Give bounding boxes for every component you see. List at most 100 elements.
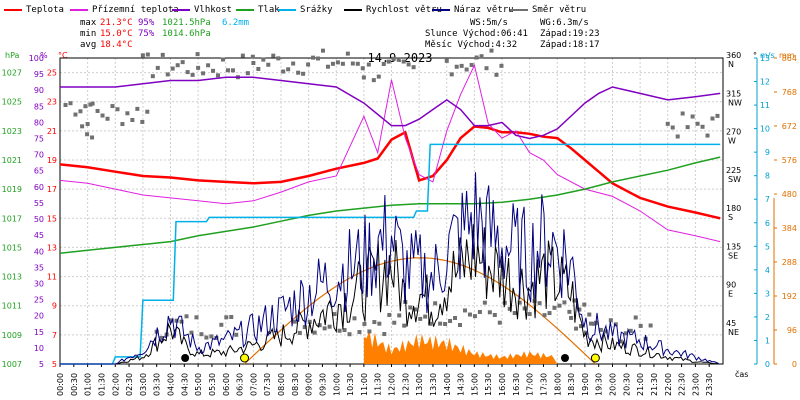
wind-direction-mark xyxy=(170,66,175,71)
sun-moon-markers xyxy=(181,353,600,363)
wind-direction-mark xyxy=(569,315,574,320)
wind-direction-mark xyxy=(411,65,416,70)
wind-direction-mark xyxy=(100,113,105,118)
percent-tick-label: 70 xyxy=(34,151,44,160)
ms-tick-label: 9 xyxy=(765,148,770,157)
wind-direction-mark xyxy=(392,320,397,325)
time-tick-label: 19:30 xyxy=(595,373,604,396)
time-tick-label: 12:30 xyxy=(401,373,410,396)
wind-direction-mark xyxy=(105,116,110,121)
wind-direction-mark xyxy=(357,330,362,335)
time-tick-label: 17:00 xyxy=(526,373,535,396)
wind-direction-mark xyxy=(68,101,73,106)
legend-item-smer-vetru: Směr větru xyxy=(510,5,586,15)
time-tick-label: 17:30 xyxy=(539,373,548,396)
wind-direction-mark xyxy=(256,66,261,71)
temp-tick-label: 23 xyxy=(47,98,57,107)
hpa-tick-label: 1027 xyxy=(2,69,22,78)
wind-direction-mark xyxy=(216,73,221,78)
wind-direction-mark xyxy=(281,69,286,74)
legend-item-srazky: Srážky xyxy=(278,5,333,15)
wind-direction-mark xyxy=(85,121,90,126)
wind-direction-mark xyxy=(125,111,130,116)
wind-direction-mark xyxy=(327,324,332,329)
wind-direction-mark xyxy=(80,124,85,129)
hpa-tick-label: 1015 xyxy=(2,243,22,252)
wind-direction-mark xyxy=(229,314,234,319)
wind-direction-mark xyxy=(547,311,552,316)
sunrise-info: Slunce Východ:06:41 xyxy=(425,29,528,39)
ms-tick-label: 1 xyxy=(765,336,770,345)
axis-title-hpa: hPa xyxy=(5,51,20,60)
wind-direction-mark xyxy=(453,315,458,320)
axis-title-ms: m/s xyxy=(760,51,775,60)
wind-direction-mark xyxy=(296,70,301,75)
temp-tick-label: 9 xyxy=(52,302,57,311)
wind-direction-mark xyxy=(484,66,489,71)
wind-direction-mark xyxy=(418,316,423,321)
hpa-tick-label: 1009 xyxy=(2,331,22,340)
time-tick-label: 06:30 xyxy=(236,373,245,396)
time-tick-label: 14:00 xyxy=(443,373,452,396)
time-tick-label: 07:00 xyxy=(249,373,258,396)
wind-direction-mark xyxy=(562,300,567,305)
wind-direction-mark xyxy=(648,323,653,328)
wind-direction-mark xyxy=(449,72,454,77)
ms-tick-label: 12 xyxy=(760,78,770,87)
direction-tick-degrees: 225 xyxy=(726,166,741,175)
time-tick-label: 20:30 xyxy=(622,373,631,396)
wind-direction-mark xyxy=(459,63,464,68)
legend-item-naraz-vetru: Náraz větru xyxy=(432,5,514,15)
stats-max-temp: 21.3°C xyxy=(100,18,133,28)
temp-tick-label: 25 xyxy=(47,69,57,78)
wind-direction-mark xyxy=(245,71,250,76)
ms-tick-label: 11 xyxy=(760,101,770,110)
wind-direction-mark xyxy=(487,310,492,315)
wind-direction-mark xyxy=(710,116,715,121)
wind-direction-mark xyxy=(220,57,225,62)
direction-tick-name: W xyxy=(728,137,736,146)
legend-item-tlak: Tlak xyxy=(236,5,280,15)
wind-direction-mark xyxy=(340,61,345,66)
wind-direction-mark xyxy=(448,318,453,323)
legend-item-teplota: Teplota xyxy=(4,5,64,15)
axis-title-mm: mm xyxy=(779,51,795,60)
wind-direction-mark xyxy=(680,111,685,116)
mm-tick-label: 0 xyxy=(792,360,797,369)
wind-direction-mark xyxy=(371,78,376,83)
ms-tick-label: 5 xyxy=(765,242,770,251)
wind-direction-mark xyxy=(335,60,340,65)
hpa-tick-label: 1021 xyxy=(2,156,22,165)
wind-direction-mark xyxy=(63,102,68,107)
time-tick-label: 03:00 xyxy=(139,373,148,396)
series-line xyxy=(60,76,721,140)
wind-direction-mark xyxy=(189,330,194,335)
wind-direction-mark xyxy=(695,121,700,126)
wind-direction-mark xyxy=(292,319,297,324)
wind-direction-mark xyxy=(362,321,367,326)
wind-direction-mark xyxy=(458,322,463,327)
time-tick-label: 08:00 xyxy=(277,373,286,396)
wind-direction-mark xyxy=(175,63,180,68)
direction-tick-degrees: 360 xyxy=(726,51,741,60)
wind-direction-mark xyxy=(512,311,517,316)
wind-direction-mark xyxy=(219,322,224,327)
wind-direction-mark xyxy=(312,330,317,335)
stats-max-humidity: 95% xyxy=(138,18,155,28)
percent-tick-label: 95 xyxy=(34,70,44,79)
wind-direction-mark xyxy=(140,53,145,58)
wind-direction-mark xyxy=(276,56,281,61)
legend-label: Tlak xyxy=(258,5,280,15)
wind-direction-mark xyxy=(78,109,83,114)
wind-direction-mark xyxy=(472,314,477,319)
ms-tick-label: 13 xyxy=(760,54,770,63)
wind-direction-mark xyxy=(201,71,206,76)
wind-direction-mark xyxy=(443,322,448,327)
wind-direction-mark xyxy=(387,312,392,317)
wind-direction-mark xyxy=(297,330,302,335)
wind-direction-mark xyxy=(355,61,360,66)
wind-direction-mark xyxy=(165,72,170,77)
wind-direction-mark xyxy=(211,68,216,73)
wind-direction-mark xyxy=(320,48,325,53)
